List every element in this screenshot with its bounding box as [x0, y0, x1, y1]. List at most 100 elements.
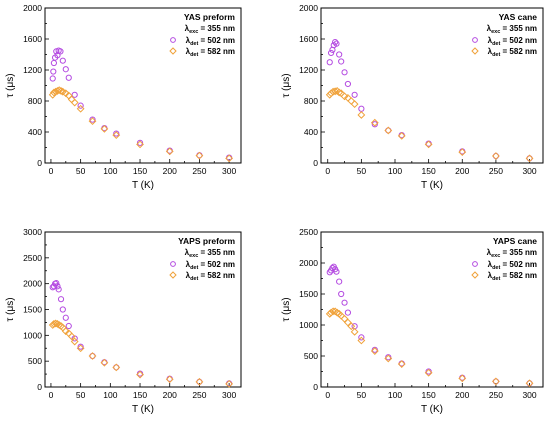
data-point — [336, 51, 343, 58]
chart-panel-2: 0 50 100 150 200 250 300 0 400 800 1200 1600 2000 T (… — [281, 3, 544, 191]
data-point — [458, 148, 467, 157]
data-point — [329, 307, 338, 316]
data-point — [77, 102, 84, 109]
data-point — [329, 87, 338, 96]
data-point — [57, 48, 64, 55]
legend-marker — [170, 261, 176, 267]
x-tick-label: 100 — [388, 390, 402, 400]
x-tick-label: 0 — [325, 390, 330, 400]
data-point — [62, 314, 69, 321]
data-point — [71, 91, 78, 98]
legend-marker — [472, 261, 478, 267]
data-point — [136, 139, 144, 146]
data-point — [50, 59, 58, 67]
x-tick-label: 50 — [357, 166, 367, 176]
data-point — [67, 332, 76, 341]
x-axis-label: T (K) — [421, 180, 443, 191]
data-point — [100, 358, 109, 367]
excitation-label: λexc = 355 nm — [185, 24, 235, 35]
y-tick-label: 0 — [313, 382, 318, 392]
data-point — [55, 86, 64, 95]
legend-entry: λdet = 582 nm — [488, 271, 537, 282]
chart-panel-1: 0 50 100 150 200 250 300 0 400 800 1200 1600 2000 T (… — [5, 3, 242, 191]
data-point — [55, 286, 62, 293]
x-tick-label: 300 — [522, 166, 536, 176]
data-point — [65, 74, 72, 81]
data-point — [49, 75, 56, 82]
y-tick-label: 0 — [313, 158, 318, 168]
data-point — [333, 268, 340, 275]
y-axis-label: τ (μs) — [281, 73, 292, 97]
data-point — [195, 377, 204, 386]
y-tick-label: 1200 — [23, 65, 42, 75]
data-point — [370, 347, 379, 355]
y-tick-label: 2000 — [299, 3, 318, 13]
data-point — [53, 320, 62, 328]
data-point — [165, 147, 174, 156]
data-point — [113, 130, 120, 137]
x-tick-label: 250 — [489, 166, 503, 176]
series-1 — [49, 47, 233, 161]
legend-entry: λdet = 582 nm — [186, 271, 235, 282]
series-2 — [325, 87, 534, 163]
legend-marker — [472, 37, 478, 43]
x-tick-label: 50 — [76, 390, 86, 400]
y-axis-label: τ (μs) — [5, 73, 16, 97]
data-point — [397, 360, 406, 368]
y-tick-label: 1600 — [299, 34, 318, 44]
data-point — [195, 151, 204, 160]
data-point — [351, 91, 358, 98]
data-point — [333, 308, 342, 317]
data-point — [112, 363, 121, 372]
data-point — [332, 39, 339, 46]
data-point — [57, 87, 65, 95]
data-point — [525, 154, 534, 163]
x-tick-label: 200 — [455, 390, 469, 400]
data-point — [54, 283, 61, 290]
x-tick-label: 150 — [422, 166, 436, 176]
data-point — [350, 100, 359, 109]
series-2 — [48, 319, 234, 388]
data-point — [76, 104, 85, 113]
data-point — [59, 57, 66, 64]
data-point — [225, 154, 234, 163]
data-point — [57, 296, 65, 303]
data-point — [327, 49, 335, 57]
data-point — [492, 377, 500, 386]
data-point — [76, 344, 85, 353]
y-tick-label: 2500 — [299, 227, 318, 237]
legend-entry: λdet = 502 nm — [488, 36, 537, 47]
data-point — [357, 111, 366, 119]
y-tick-label: 500 — [304, 351, 318, 361]
data-point — [424, 368, 433, 377]
x-tick-label: 150 — [133, 390, 147, 400]
y-tick-label: 500 — [28, 356, 42, 366]
y-tick-label: 800 — [28, 96, 42, 106]
data-point — [333, 40, 340, 47]
data-point — [338, 290, 345, 298]
x-tick-label: 200 — [163, 390, 177, 400]
data-point — [357, 336, 366, 345]
y-tick-label: 1000 — [299, 320, 318, 330]
data-point — [62, 66, 69, 73]
data-point — [136, 140, 144, 149]
y-tick-label: 2000 — [299, 258, 318, 268]
data-point — [55, 321, 64, 329]
chart-title: YAPS cane — [493, 236, 537, 246]
data-point — [165, 375, 174, 384]
y-tick-label: 2000 — [23, 3, 42, 13]
data-point — [350, 327, 359, 336]
chart-title: YAS cane — [499, 12, 538, 22]
y-tick-label: 1500 — [23, 305, 42, 315]
chart-title: YAS preform — [184, 12, 236, 22]
x-tick-label: 300 — [522, 390, 536, 400]
legend-entry: λdet = 502 nm — [186, 36, 235, 47]
legend-marker — [169, 271, 177, 279]
x-tick-label: 250 — [192, 166, 206, 176]
data-point — [70, 98, 79, 107]
data-point — [53, 280, 60, 287]
legend-marker — [471, 47, 479, 55]
data-point — [100, 124, 109, 133]
x-tick-label: 100 — [103, 390, 117, 400]
y-axis-label: τ (μs) — [5, 297, 16, 321]
